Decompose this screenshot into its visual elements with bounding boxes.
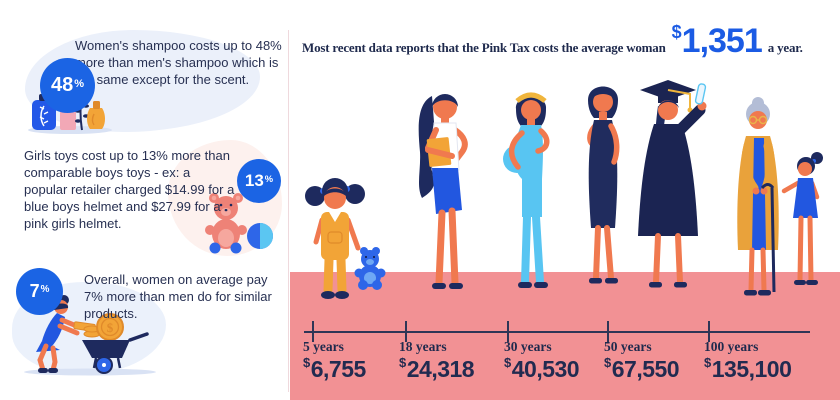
timeline-tick xyxy=(312,321,314,342)
amount-value: 135,100 xyxy=(711,356,792,382)
timeline-age-label: 100 years xyxy=(704,339,759,354)
timeline-amount: $67,550 xyxy=(604,355,680,383)
timeline-age-label: 30 years xyxy=(504,339,552,354)
badge-value: 48 xyxy=(50,74,74,96)
timeline-amount: $24,318 xyxy=(399,355,475,383)
dollar-sign: $ xyxy=(671,21,682,42)
svg-text:$: $ xyxy=(107,320,114,335)
fact-2-text: Girls toys cost up to 13% more than comp… xyxy=(24,148,235,231)
vertical-divider xyxy=(288,30,289,392)
timeline-amount: $6,755 xyxy=(303,355,367,383)
timeline-amount: $40,530 xyxy=(504,355,580,383)
timeline-item-50-years: 50 years $67,550 xyxy=(604,339,680,383)
timeline-item-100-years: 100 years $135,100 xyxy=(704,339,792,383)
timeline-age-label: 18 years xyxy=(399,339,447,354)
timeline-item-18-years: 18 years $24,318 xyxy=(399,339,475,383)
dollar-sign: $ xyxy=(704,355,711,371)
timeline-tick xyxy=(507,321,509,342)
pregnant-woman-age-30-figure xyxy=(503,92,550,288)
timeline-tick xyxy=(405,321,407,342)
timeline-item-30-years: 30 years $40,530 xyxy=(504,339,580,383)
timeline-amount: $135,100 xyxy=(704,355,792,383)
woman-with-wheelbarrow-of-coins-illustration: $ xyxy=(24,295,156,376)
percent-sign: % xyxy=(264,174,274,184)
headline: Most recent data reports that the Pink T… xyxy=(302,22,840,74)
woman-age-50-and-graduate-figure xyxy=(587,80,707,288)
dollar-sign: $ xyxy=(604,355,611,371)
amount-value: 24,318 xyxy=(406,356,475,382)
elderly-woman-age-100-with-granddaughter-figure xyxy=(737,97,823,296)
dollar-sign: $ xyxy=(399,355,406,371)
dollar-sign: $ xyxy=(504,355,511,371)
amount-value: 1,351 xyxy=(681,22,763,60)
timeline-axis xyxy=(304,331,810,333)
young-woman-age-18-figure xyxy=(418,94,468,289)
timeline-tick xyxy=(607,321,609,342)
amount-value: 67,550 xyxy=(611,356,680,382)
percent-sign: % xyxy=(40,284,50,295)
fact-2-percentage-badge: 13% xyxy=(237,159,281,203)
dollar-sign: $ xyxy=(303,355,310,371)
timeline-age-label: 50 years xyxy=(604,339,652,354)
timeline-tick xyxy=(708,321,710,342)
percent-sign: % xyxy=(74,77,85,90)
amount-value: 40,530 xyxy=(511,356,580,382)
fact-1-percentage-badge: 48% xyxy=(40,58,95,113)
timeline-age-label: 5 years xyxy=(303,339,344,354)
girl-age-5-figure xyxy=(305,178,386,299)
headline-prefix: Most recent data reports that the Pink T… xyxy=(302,40,666,55)
headline-suffix: a year. xyxy=(767,40,803,55)
fact-1-text: Women's shampoo costs up to 48% more tha… xyxy=(75,38,282,87)
fact-3-text: Overall, women on average pay 7% more th… xyxy=(84,272,272,321)
timeline-item-5-years: 5 years $6,755 xyxy=(303,339,366,383)
badge-value: 7 xyxy=(29,281,40,301)
badge-value: 13 xyxy=(244,171,264,190)
amount-value: 6,755 xyxy=(310,356,367,382)
headline-amount: $1,351 xyxy=(671,21,763,61)
teddy-bear-and-ball-illustration xyxy=(205,193,273,254)
fact-3-percentage-badge: 7% xyxy=(16,268,63,315)
